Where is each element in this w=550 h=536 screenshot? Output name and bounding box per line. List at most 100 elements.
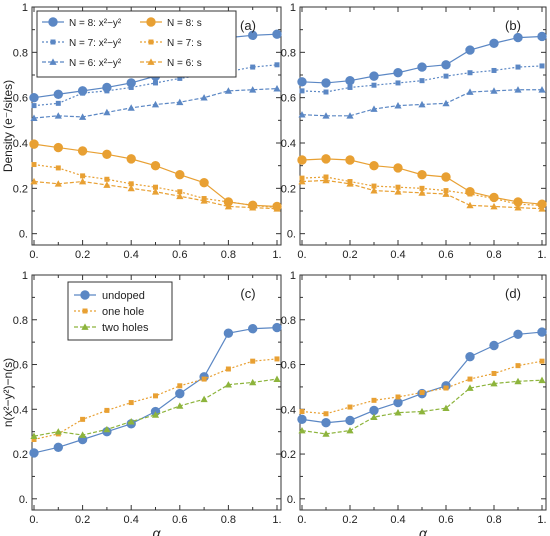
- data-point: [30, 114, 38, 121]
- legend-entry: N = 7: x²−y²: [69, 38, 122, 49]
- series-line: [33, 326, 278, 454]
- data-point: [370, 105, 378, 112]
- y-tick-label: 0.2: [13, 183, 28, 195]
- series-line: [301, 35, 543, 84]
- data-point: [224, 202, 232, 210]
- data-point: [31, 437, 37, 442]
- data-point: [79, 431, 87, 438]
- data-point: [371, 397, 377, 403]
- data-point: [419, 78, 425, 84]
- data-point: [394, 188, 402, 195]
- y-axis-title: Density (e⁻/sites): [1, 80, 15, 172]
- data-point: [53, 442, 63, 453]
- data-point: [321, 154, 331, 164]
- data-point: [323, 89, 329, 95]
- x-tick-label: 0.: [29, 249, 38, 261]
- panel-label: (d): [505, 286, 521, 301]
- y-tick-label: 0.: [287, 229, 296, 241]
- data-point: [200, 395, 208, 403]
- data-point: [250, 358, 256, 364]
- data-point: [418, 407, 426, 415]
- data-point: [298, 426, 306, 434]
- data-point: [31, 103, 37, 109]
- data-point: [177, 383, 183, 389]
- data-point: [347, 404, 353, 410]
- data-point: [465, 351, 475, 362]
- data-point: [151, 411, 160, 418]
- data-point: [54, 428, 62, 435]
- data-point: [538, 86, 546, 93]
- data-point: [128, 84, 134, 90]
- data-point: [54, 180, 62, 187]
- data-point: [537, 31, 547, 42]
- y-tick-label: 0.8: [13, 47, 28, 59]
- series-line: [301, 360, 543, 415]
- data-point: [441, 60, 451, 70]
- x-tick-label: 0.6: [438, 514, 453, 526]
- panel-label: (a): [240, 18, 256, 33]
- data-point: [465, 45, 475, 55]
- data-point: [53, 142, 63, 153]
- data-point: [419, 390, 425, 395]
- y-tick-label: 0.: [19, 494, 28, 506]
- series: [30, 177, 281, 212]
- series: [31, 356, 280, 442]
- y-tick-label: 0.8: [13, 315, 28, 327]
- legend-entry: N = 7: s: [167, 38, 202, 49]
- y-tick-label: 0.4: [281, 404, 296, 416]
- data-point: [490, 87, 498, 94]
- panel-b: 0. 0.2 0.4 0.6 0.8 1. 0. 0.2 0.4 0.6 0.8 1 (b): [281, 2, 547, 261]
- data-point: [346, 426, 354, 434]
- data-point: [248, 324, 258, 334]
- data-point: [29, 139, 39, 149]
- data-point: [297, 77, 307, 87]
- data-point: [491, 196, 497, 202]
- data-point: [419, 185, 425, 191]
- x-tick-label: 0.: [29, 514, 38, 526]
- x-tick-label: 0.8: [486, 249, 501, 261]
- x-tick-label: 0.8: [221, 249, 236, 261]
- data-point: [394, 409, 402, 416]
- data-point: [395, 394, 401, 400]
- data-point: [418, 100, 426, 108]
- series-line: [301, 379, 543, 435]
- data-point: [297, 155, 307, 165]
- data-point: [371, 183, 377, 189]
- y-tick-label: 1: [22, 270, 28, 282]
- y-tick-label: 0.4: [281, 138, 296, 150]
- y-tick-label: 0.6: [281, 93, 296, 105]
- series: [298, 376, 546, 437]
- data-point: [80, 173, 86, 179]
- series: [297, 31, 547, 88]
- data-point: [347, 84, 353, 90]
- data-point: [80, 90, 86, 96]
- data-point: [370, 413, 378, 420]
- x-tick-label: 0.6: [172, 249, 187, 261]
- data-point: [273, 205, 281, 212]
- data-point: [417, 62, 427, 72]
- data-point: [299, 88, 305, 94]
- y-tick-label: 0.8: [281, 47, 296, 59]
- y-tick-label: 0.: [287, 494, 296, 506]
- y-tick-label: 0.4: [13, 404, 28, 416]
- data-point: [151, 100, 160, 108]
- data-point: [274, 356, 280, 362]
- data-point: [394, 102, 402, 109]
- series: [30, 85, 281, 121]
- legend-box: [36, 10, 237, 78]
- data-point: [538, 376, 546, 384]
- x-axis-title: α: [419, 525, 428, 536]
- x-tick-label: 0.2: [342, 249, 357, 261]
- data-point: [298, 111, 306, 118]
- data-point: [223, 328, 234, 338]
- y-tick-label: 0.6: [13, 93, 28, 105]
- data-point: [30, 432, 38, 440]
- data-point: [467, 70, 473, 76]
- series: [29, 139, 282, 212]
- data-point: [128, 181, 134, 187]
- data-point: [322, 430, 330, 437]
- data-point: [200, 197, 208, 204]
- data-point: [321, 78, 331, 88]
- data-point: [467, 191, 473, 197]
